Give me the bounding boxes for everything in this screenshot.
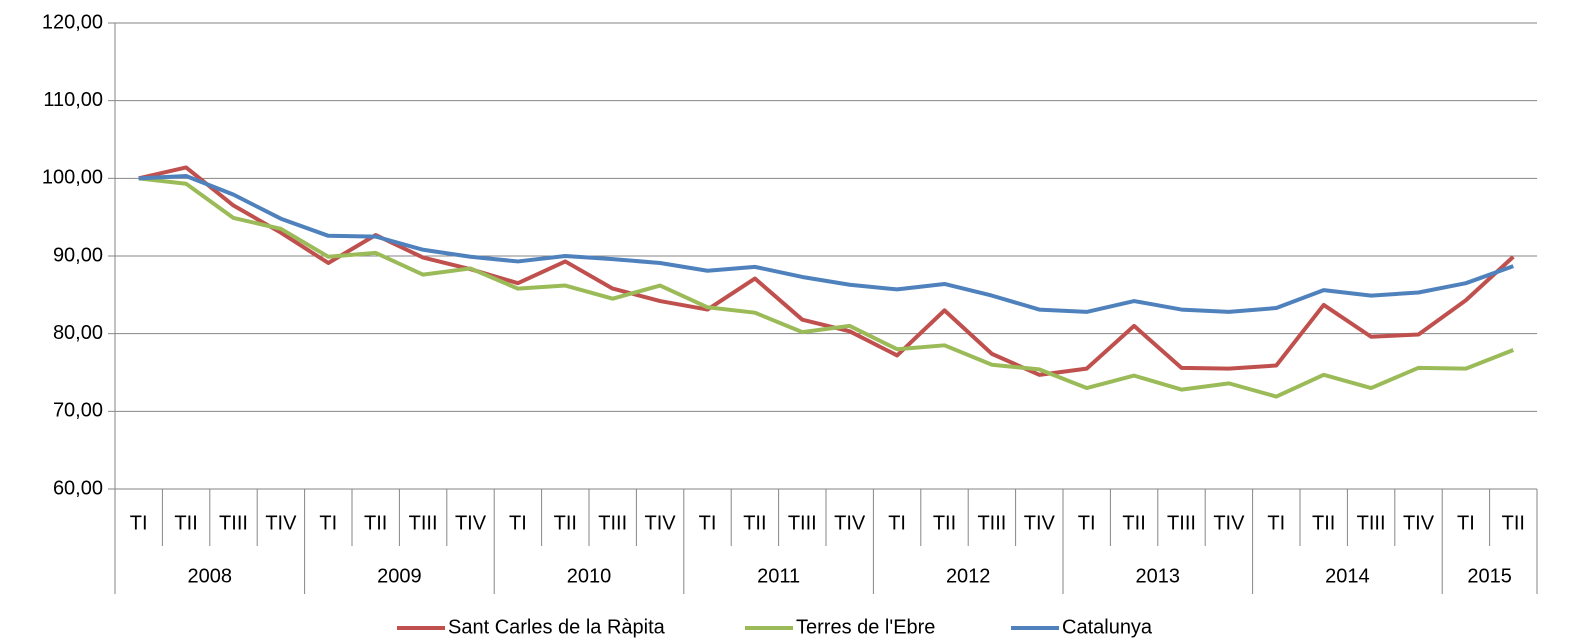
y-tick-label: 120,00 [42,11,103,33]
series-line [138,174,1514,314]
x-group-label: 2008 [188,565,233,587]
x-tick-label: TI [509,512,527,534]
x-tick-label: TIII [1357,512,1386,534]
x-tick-label: TIII [598,512,627,534]
x-tick-label: TIV [1024,512,1056,534]
series-line [138,176,1515,399]
legend-label: Sant Carles de la Ràpita [448,616,666,638]
x-tick-label: TIII [788,512,817,534]
x-tick-label: TIV [265,512,297,534]
x-group-label: 2014 [1325,565,1370,587]
x-tick-label: TI [319,512,337,534]
x-tick-label: TIII [1167,512,1196,534]
x-group-label: 2013 [1136,565,1181,587]
x-tick-label: TII [1122,512,1145,534]
x-tick-label: TII [1312,512,1335,534]
x-tick-label: TII [364,512,387,534]
x-tick-label: TIV [455,512,487,534]
y-tick-label: 100,00 [42,167,103,189]
x-group-label: 2011 [757,565,800,587]
x-group-label: 2009 [377,565,422,587]
y-tick-label: 70,00 [53,400,103,422]
y-tick-label: 80,00 [53,322,103,344]
x-tick-label: TII [554,512,577,534]
y-tick-label: 60,00 [53,477,103,499]
x-tick-label: TI [888,512,906,534]
x-tick-label: TIV [1403,512,1435,534]
x-tick-label: TI [1078,512,1096,534]
x-tick-label: TII [933,512,956,534]
x-tick-label: TII [743,512,766,534]
x-tick-label: TIV [1213,512,1245,534]
x-tick-label: TI [1457,512,1475,534]
x-tick-label: TI [130,512,148,534]
legend-label: Catalunya [1062,616,1153,638]
x-tick-label: TIV [645,512,677,534]
x-group-label: 2012 [946,565,991,587]
x-tick-label: TI [699,512,717,534]
x-group-label: 2010 [567,565,612,587]
x-tick-label: TIV [834,512,866,534]
x-tick-label: TIII [219,512,248,534]
series-line [138,165,1515,377]
x-tick-label: TI [1267,512,1285,534]
x-tick-label: TII [174,512,197,534]
y-tick-label: 110,00 [43,89,103,111]
x-group-label: 2015 [1467,565,1512,587]
x-tick-label: TII [1502,512,1525,534]
x-tick-label: TIII [977,512,1006,534]
legend-label: Terres de l'Ebre [796,616,935,638]
y-tick-label: 90,00 [53,244,103,266]
x-tick-label: TIII [409,512,438,534]
